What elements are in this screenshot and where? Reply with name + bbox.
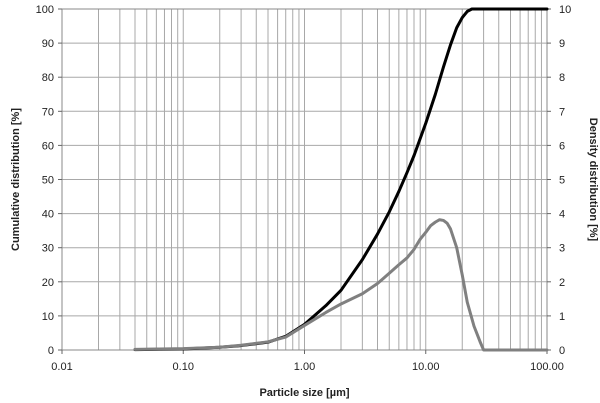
left-tick-label: 0 [48, 345, 54, 357]
left-tick-label: 10 [42, 311, 54, 323]
right-tick-label: 5 [559, 175, 565, 187]
left-tick-label: 50 [42, 175, 54, 187]
x-tick-label: 0.10 [173, 361, 194, 373]
left-tick-label: 90 [42, 38, 54, 50]
left-axis-title: Cumulative distribution [%] [10, 108, 22, 251]
x-tick-label: 10.00 [412, 361, 440, 373]
right-tick-label: 10 [559, 4, 571, 16]
right-tick-label: 6 [559, 140, 565, 152]
left-tick-label: 70 [42, 106, 54, 118]
x-tick-label: 0.01 [51, 361, 72, 373]
right-tick-label: 8 [559, 72, 565, 84]
right-tick-label: 7 [559, 106, 565, 118]
left-tick-label: 20 [42, 277, 54, 289]
right-tick-label: 9 [559, 38, 565, 50]
right-tick-label: 2 [559, 277, 565, 289]
x-axis-title: Particle size [µm] [259, 387, 349, 399]
left-tick-label: 40 [42, 209, 54, 221]
x-tick-label: 1.00 [294, 361, 315, 373]
left-tick-label: 30 [42, 243, 54, 255]
density-distribution-line [133, 218, 549, 352]
left-tick-label: 100 [36, 4, 54, 16]
x-tick-label: 100.00 [530, 361, 564, 373]
right-axis-ticks: 0 1 2 3 4 5 6 7 8 9 10 [547, 4, 571, 357]
right-tick-label: 4 [559, 209, 565, 221]
series [133, 7, 549, 352]
right-tick-label: 3 [559, 243, 565, 255]
left-tick-label: 80 [42, 72, 54, 84]
grid [62, 9, 547, 350]
left-tick-label: 60 [42, 140, 54, 152]
right-tick-label: 0 [559, 345, 565, 357]
left-axis-ticks: 0 10 20 30 40 50 60 70 80 90 100 [36, 4, 62, 357]
right-axis-title: Density distribution [%] [587, 118, 599, 242]
right-tick-label: 1 [559, 311, 565, 323]
x-axis-ticks: 0.01 0.10 1.00 10.00 100.00 [51, 350, 564, 373]
